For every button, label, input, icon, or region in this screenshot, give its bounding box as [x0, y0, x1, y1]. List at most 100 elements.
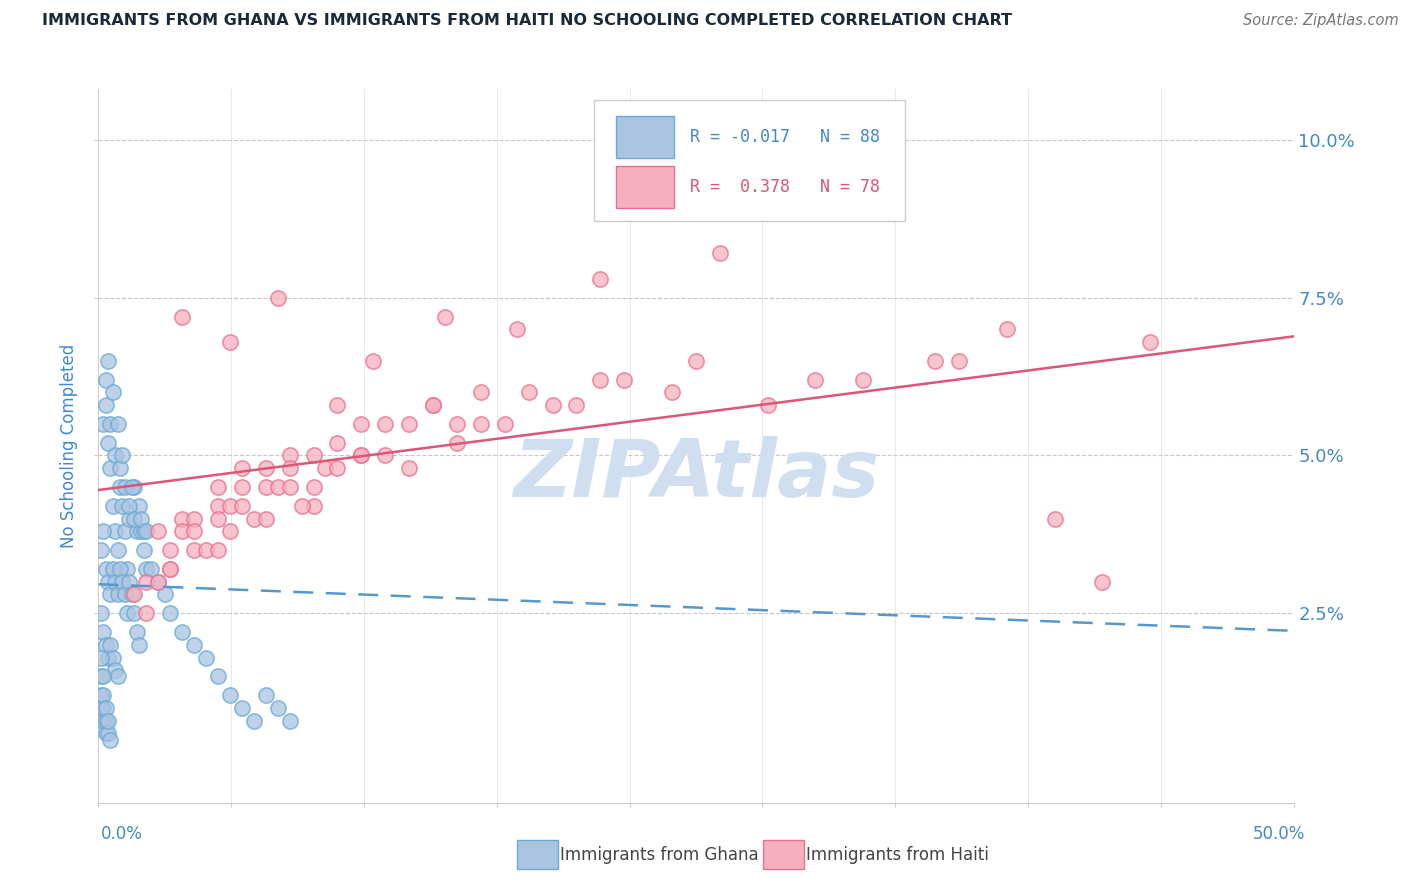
Point [541, 398, 564, 412]
Point [131, 524, 153, 539]
Point [108, 461, 131, 475]
Point [350, 417, 373, 431]
Point [219, 689, 242, 703]
Point [98, 417, 122, 431]
Point [135, 562, 157, 576]
Point [148, 524, 170, 539]
Point [948, 353, 970, 368]
FancyBboxPatch shape [616, 166, 675, 209]
Point [207, 669, 229, 683]
Text: IMMIGRANTS FROM GHANA VS IMMIGRANTS FROM HAITI NO SCHOOLING COMPLETED CORRELATIO: IMMIGRANTS FROM GHANA VS IMMIGRANTS FROM… [42, 13, 1012, 29]
Point [107, 417, 129, 431]
Point [118, 511, 141, 525]
Point [565, 398, 588, 412]
Point [132, 524, 155, 539]
Point [470, 385, 492, 400]
Point [159, 562, 181, 576]
Point [91, 417, 114, 431]
Point [183, 638, 205, 652]
Point [506, 322, 529, 336]
Point [207, 511, 229, 525]
Point [613, 373, 636, 387]
Point [302, 480, 325, 494]
Point [104, 524, 127, 539]
Point [107, 543, 129, 558]
Point [132, 543, 155, 558]
Point [517, 385, 540, 400]
Point [98, 638, 122, 652]
Point [111, 499, 134, 513]
Point [756, 398, 779, 412]
Point [219, 499, 242, 513]
Point [114, 524, 136, 539]
Point [94, 701, 117, 715]
Point [278, 714, 301, 728]
Point [422, 398, 444, 412]
Point [267, 701, 290, 715]
Point [172, 310, 194, 324]
Point [1139, 334, 1161, 349]
Text: 0.0%: 0.0% [101, 825, 143, 843]
Point [589, 271, 612, 285]
Point [94, 398, 117, 412]
Point [91, 625, 114, 640]
Point [101, 385, 124, 400]
Y-axis label: No Schooling Completed: No Schooling Completed [60, 344, 79, 548]
Point [231, 701, 253, 715]
Point [104, 574, 127, 589]
Point [107, 669, 129, 683]
Point [94, 562, 117, 576]
Point [172, 625, 194, 640]
Point [114, 480, 136, 494]
Point [852, 373, 875, 387]
Point [231, 461, 253, 475]
Point [135, 607, 157, 621]
Point [91, 669, 114, 683]
Point [90, 607, 112, 621]
Point [254, 480, 277, 494]
Point [219, 334, 242, 349]
Point [124, 607, 146, 621]
Point [254, 461, 277, 475]
Point [422, 398, 444, 412]
Point [125, 625, 148, 640]
Point [118, 499, 141, 513]
Point [350, 449, 373, 463]
Point [90, 650, 112, 665]
Text: 50.0%: 50.0% [1253, 825, 1305, 843]
Point [243, 511, 266, 525]
Point [433, 310, 456, 324]
Point [97, 714, 120, 728]
Point [589, 373, 612, 387]
Point [155, 587, 177, 601]
Point [148, 574, 170, 589]
Point [97, 574, 120, 589]
Point [219, 524, 242, 539]
Point [91, 524, 114, 539]
Point [995, 322, 1018, 336]
Point [470, 417, 492, 431]
Point [159, 607, 181, 621]
Point [94, 638, 117, 652]
Point [374, 417, 396, 431]
Point [398, 461, 420, 475]
Point [98, 732, 122, 747]
Point [135, 524, 157, 539]
Point [374, 449, 396, 463]
Point [97, 435, 120, 450]
Point [278, 480, 301, 494]
Point [90, 543, 112, 558]
Point [254, 689, 277, 703]
Point [494, 417, 516, 431]
Point [124, 587, 146, 601]
Point [108, 562, 131, 576]
Point [94, 714, 117, 728]
Point [804, 373, 827, 387]
Point [291, 499, 314, 513]
Point [121, 587, 143, 601]
Point [709, 246, 731, 260]
Point [111, 449, 134, 463]
Point [685, 353, 707, 368]
Point [114, 587, 136, 601]
Point [1091, 574, 1114, 589]
